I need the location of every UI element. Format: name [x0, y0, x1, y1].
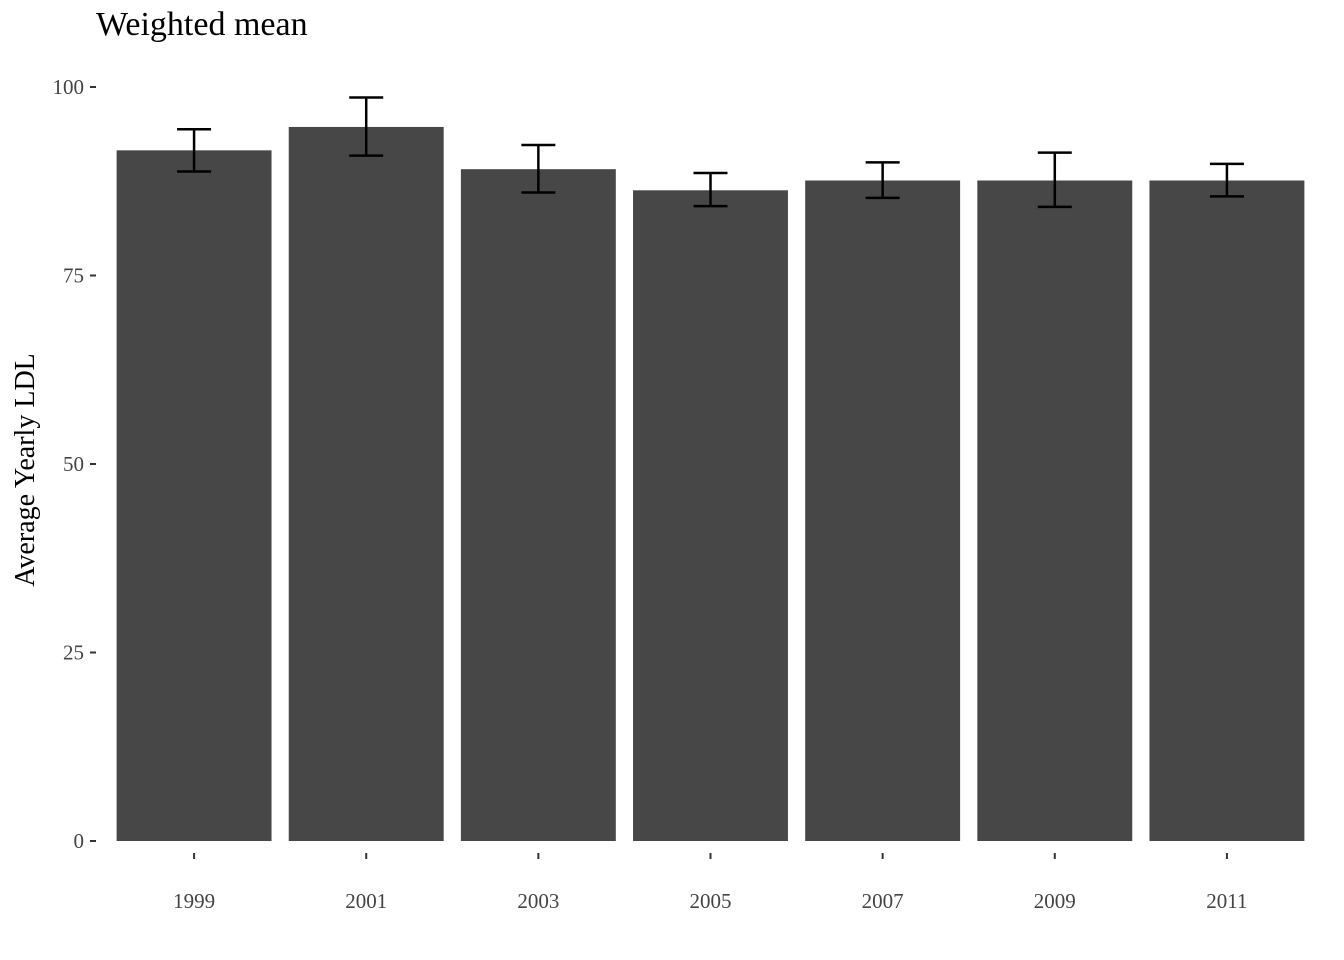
error-bar-2007 — [865, 161, 900, 200]
x-tick-label-1999: 1999 — [173, 889, 215, 913]
bar-2011 — [1149, 180, 1305, 842]
y-tick-label: 50 — [63, 452, 84, 476]
y-tick-label: 0 — [74, 829, 85, 853]
y-tick-label: 25 — [63, 641, 84, 665]
x-tick-label-2005: 2005 — [690, 889, 732, 913]
error-bar-2011 — [1209, 162, 1244, 198]
y-tick-label: 100 — [53, 75, 85, 99]
error-bar-2001 — [349, 96, 384, 157]
error-bar-2003 — [521, 143, 556, 194]
y-axis-title: Average Yearly LDL — [10, 353, 41, 587]
x-axis: 1999 2001 2003 2005 2007 2009 2011 — [173, 853, 1248, 913]
error-bars-group — [177, 96, 1244, 209]
bar-2005 — [633, 190, 788, 842]
bar-2003 — [460, 169, 616, 841]
bar-1999 — [116, 150, 272, 841]
bar-2001 — [288, 126, 444, 842]
x-tick-label-2001: 2001 — [345, 889, 387, 913]
y-axis: 0 25 50 75 100 — [53, 75, 96, 853]
bar-2007 — [805, 180, 961, 842]
x-tick-label-2009: 2009 — [1034, 889, 1076, 913]
bar-2009 — [977, 180, 1133, 842]
bars-group — [116, 126, 1305, 842]
chart-title: Weighted mean — [96, 6, 308, 43]
x-tick-label-2003: 2003 — [517, 889, 559, 913]
error-bar-1999 — [177, 127, 212, 173]
y-tick-label: 75 — [63, 264, 84, 288]
error-bar-2005 — [693, 171, 728, 208]
x-tick-label-2011: 2011 — [1206, 889, 1247, 913]
x-tick-label-2007: 2007 — [862, 889, 904, 913]
error-bar-2009 — [1037, 151, 1072, 209]
